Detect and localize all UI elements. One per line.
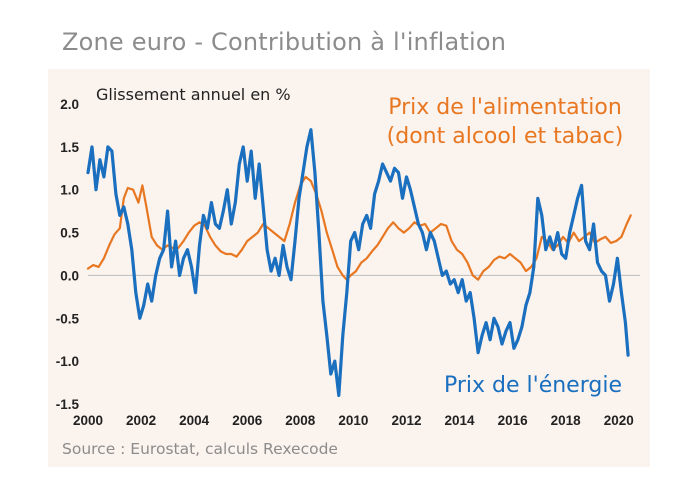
y-tick-label: 0.5 (60, 226, 79, 241)
source-note: Source : Eurostat, calculs Rexecode (62, 440, 338, 458)
x-tick-label: 2020 (604, 413, 634, 428)
x-tick-label: 2006 (232, 413, 263, 428)
y-tick-label: 1.5 (60, 140, 79, 155)
y-tick-label: -1.0 (56, 354, 79, 369)
y-tick-label: 1.0 (60, 183, 79, 198)
energy-series-label: Prix de l'énergie (444, 373, 622, 398)
x-tick-label: 2010 (338, 413, 368, 428)
energy-price-line (86, 128, 630, 397)
x-axis-ticks: 2000 2002 2004 2006 2008 2010 2012 2014 2016 2018… (73, 413, 634, 428)
series-lines (86, 128, 632, 397)
x-tick-label: 2012 (391, 413, 421, 428)
y-tick-label: 0.0 (60, 268, 79, 283)
x-tick-label: 2004 (179, 413, 210, 428)
x-tick-label: 2016 (498, 413, 529, 428)
x-tick-label: 2014 (445, 413, 476, 428)
y-tick-label: -1.5 (56, 397, 80, 412)
page-title: Zone euro - Contribution à l'inflation (62, 28, 507, 56)
x-tick-label: 2018 (551, 413, 582, 428)
x-tick-label: 2000 (73, 413, 103, 428)
y-axis-ticks: 2.0 1.5 1.0 0.5 0.0 -0.5 -1.0 -1.5 (56, 97, 80, 412)
food-series-label: Prix de l'alimentation (388, 95, 622, 120)
y-axis-label: Glissement annuel en % (96, 85, 291, 104)
food-series-label: (dont alcool et tabac) (387, 124, 624, 149)
x-tick-label: 2002 (126, 413, 156, 428)
x-tick-label: 2008 (285, 413, 316, 428)
y-tick-label: -0.5 (56, 311, 80, 326)
series-labels: Prix de l'alimentation (dont alcool et ta… (387, 95, 624, 398)
y-tick-label: 2.0 (60, 97, 79, 112)
